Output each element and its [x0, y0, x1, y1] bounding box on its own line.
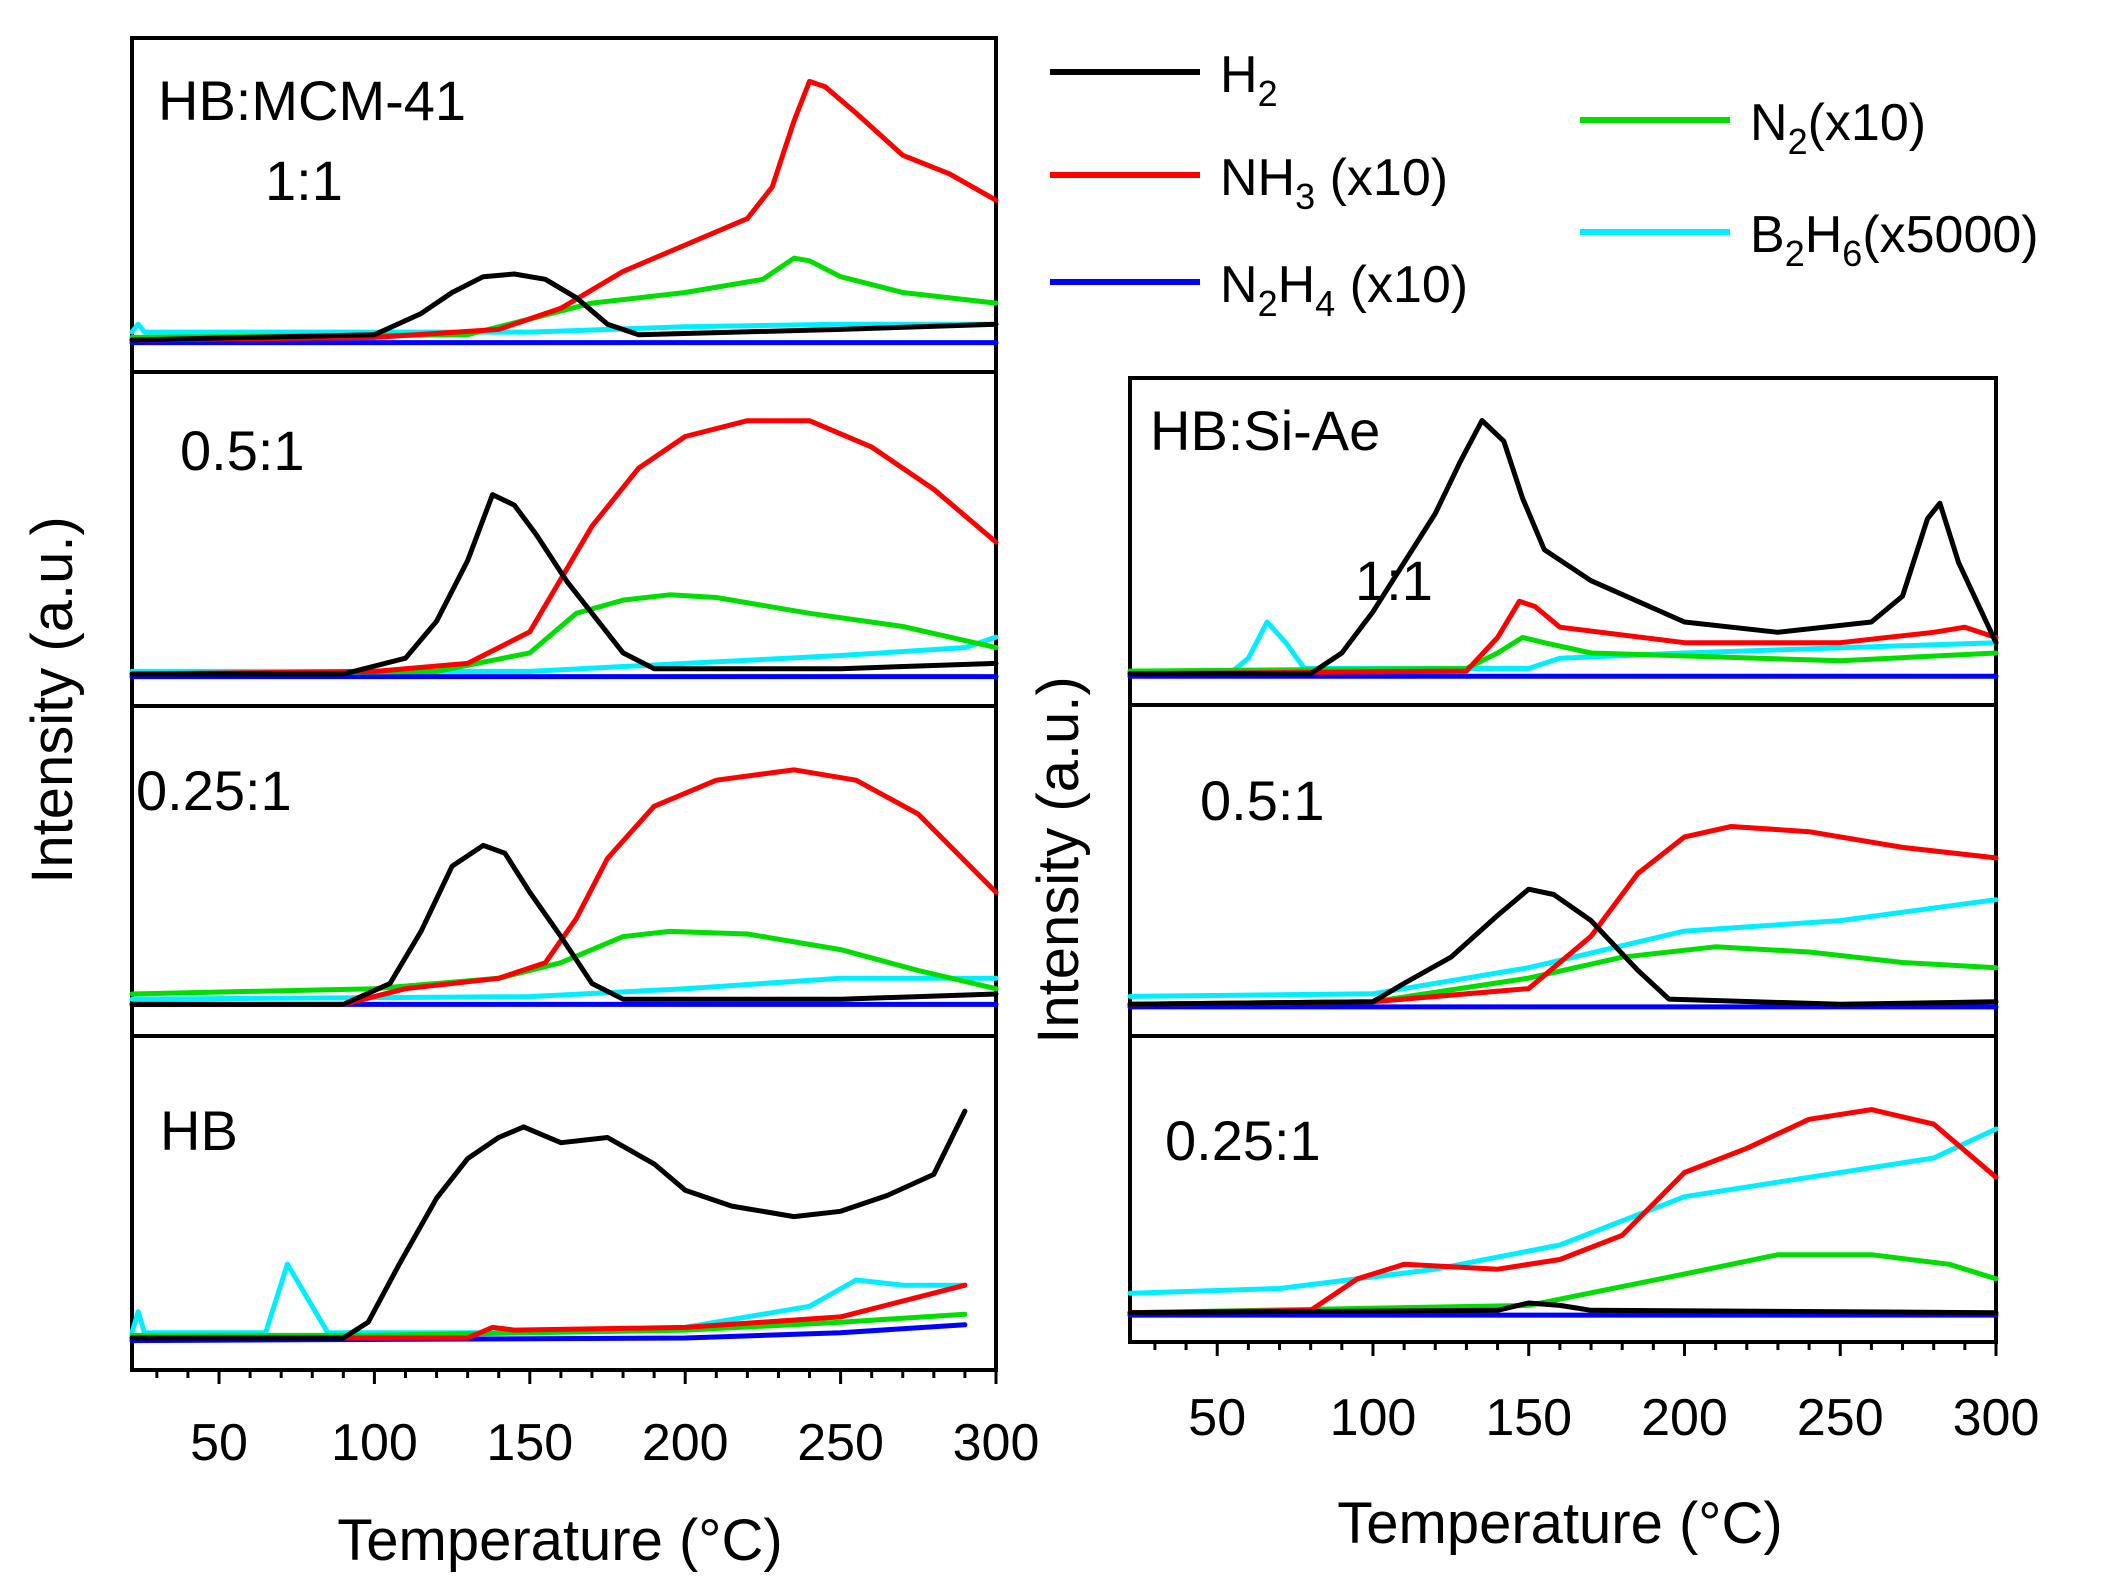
x-tick-label: 50 — [1188, 1389, 1246, 1447]
series-H2-line — [129, 1108, 968, 1341]
series-H2-line — [1127, 1300, 1999, 1316]
x-tick-label: 300 — [953, 1414, 1040, 1472]
series-NH3-line — [129, 418, 999, 677]
series-B2H6-line — [1127, 1126, 1999, 1296]
series-N2-line — [129, 592, 999, 677]
series-B2H6-line — [129, 634, 999, 674]
legend-item-NH3: NH3 (x10) — [1050, 149, 1448, 217]
legend-label-H2: H2 — [1220, 46, 1278, 114]
x-axis-label: Temperature (°C) — [337, 1508, 782, 1573]
legend-label-B2H6: B2H6(x5000) — [1750, 206, 2039, 274]
left-chart-group: HB:MCM-41 1:1 0.5:1 0.25:1 HB 50 100 150 200 250 3… — [20, 36, 1040, 1573]
series-H2-line — [1127, 886, 1999, 1007]
x-tick-label: 100 — [331, 1414, 418, 1472]
series-H2-line — [129, 842, 999, 1007]
left-panel-4: HB — [129, 1034, 996, 1344]
legend-label-N2: N2(x10) — [1750, 94, 1926, 162]
left-panel-1: HB:MCM-41 1:1 — [129, 69, 999, 346]
panel-label: 0.25:1 — [1165, 1109, 1321, 1172]
left-group-label: HB:MCM-41 — [158, 69, 466, 132]
x-tick-label: 200 — [1641, 1389, 1728, 1447]
legend-item-N2H4: N2H4 (x10) — [1050, 256, 1468, 324]
series-NH3-line — [1127, 824, 1999, 1007]
series-H2-line — [129, 492, 999, 677]
right-chart-group: HB:Si-Ae 1:1 0.5:1 0.25:1 50 100 150 200 250 300 I… — [1026, 376, 2040, 1556]
series-NH3-line — [129, 1282, 968, 1341]
legend-item-N2: N2(x10) — [1580, 94, 1926, 162]
series-NH3-line — [1127, 598, 1999, 677]
x-tick-label: 150 — [486, 1414, 573, 1472]
x-tick-label: 250 — [797, 1414, 884, 1472]
legend-item-H2: H2 — [1050, 46, 1278, 114]
legend-label-NH3: NH3 (x10) — [1220, 149, 1448, 217]
panel-label: 1:1 — [265, 149, 343, 212]
series-N2-line — [1127, 635, 1999, 674]
series-B2H6-line — [129, 1261, 968, 1336]
panel-label: 1:1 — [1355, 549, 1433, 612]
series-B2H6-line — [129, 321, 999, 335]
series-B2H6-line — [1127, 897, 1999, 999]
x-axis-label: Temperature (°C) — [1337, 1491, 1782, 1556]
series-N2-line — [129, 1311, 968, 1338]
x-tick-label: 300 — [1953, 1389, 2040, 1447]
series-H2-line — [1127, 418, 1999, 677]
y-axis-label: Intensity (a.u.) — [20, 516, 85, 883]
right-panel-2: 0.5:1 — [1127, 703, 1999, 1010]
x-tick-label: 200 — [642, 1414, 729, 1472]
left-panel-3: 0.25:1 — [129, 704, 999, 1007]
panel-label: 0.5:1 — [1200, 769, 1325, 832]
panel-label: 0.25:1 — [136, 759, 292, 822]
right-panel-3: 0.25:1 — [1127, 1034, 1999, 1318]
legend-item-B2H6: B2H6(x5000) — [1580, 206, 2039, 274]
series-NH3-line — [129, 767, 999, 1007]
x-tick-label: 100 — [1330, 1389, 1417, 1447]
panel-label: 0.5:1 — [180, 419, 305, 482]
right-frame — [1128, 376, 1998, 1344]
legend-label-N2H4: N2H4 (x10) — [1220, 256, 1468, 324]
y-axis-label: Intensity (a.u.) — [1026, 676, 1091, 1043]
series-B2H6-line — [129, 975, 999, 1002]
x-tick-label: 50 — [190, 1414, 248, 1472]
left-panel-2: 0.5:1 — [129, 370, 999, 680]
series-NH3-line — [1127, 1107, 1999, 1316]
x-tick-label: 150 — [1485, 1389, 1572, 1447]
right-group-label: HB:Si-Ae — [1150, 399, 1380, 462]
series-H2-line — [129, 271, 999, 343]
panel-label: HB — [160, 1099, 238, 1162]
right-panel-1: HB:Si-Ae 1:1 — [1127, 399, 1999, 679]
legend: H2 NH3 (x10) N2H4 (x10) N2(x10) B2H6(x5000) — [1050, 46, 2039, 324]
x-tick-label: 250 — [1797, 1389, 1884, 1447]
series-NH3-line — [129, 78, 999, 343]
